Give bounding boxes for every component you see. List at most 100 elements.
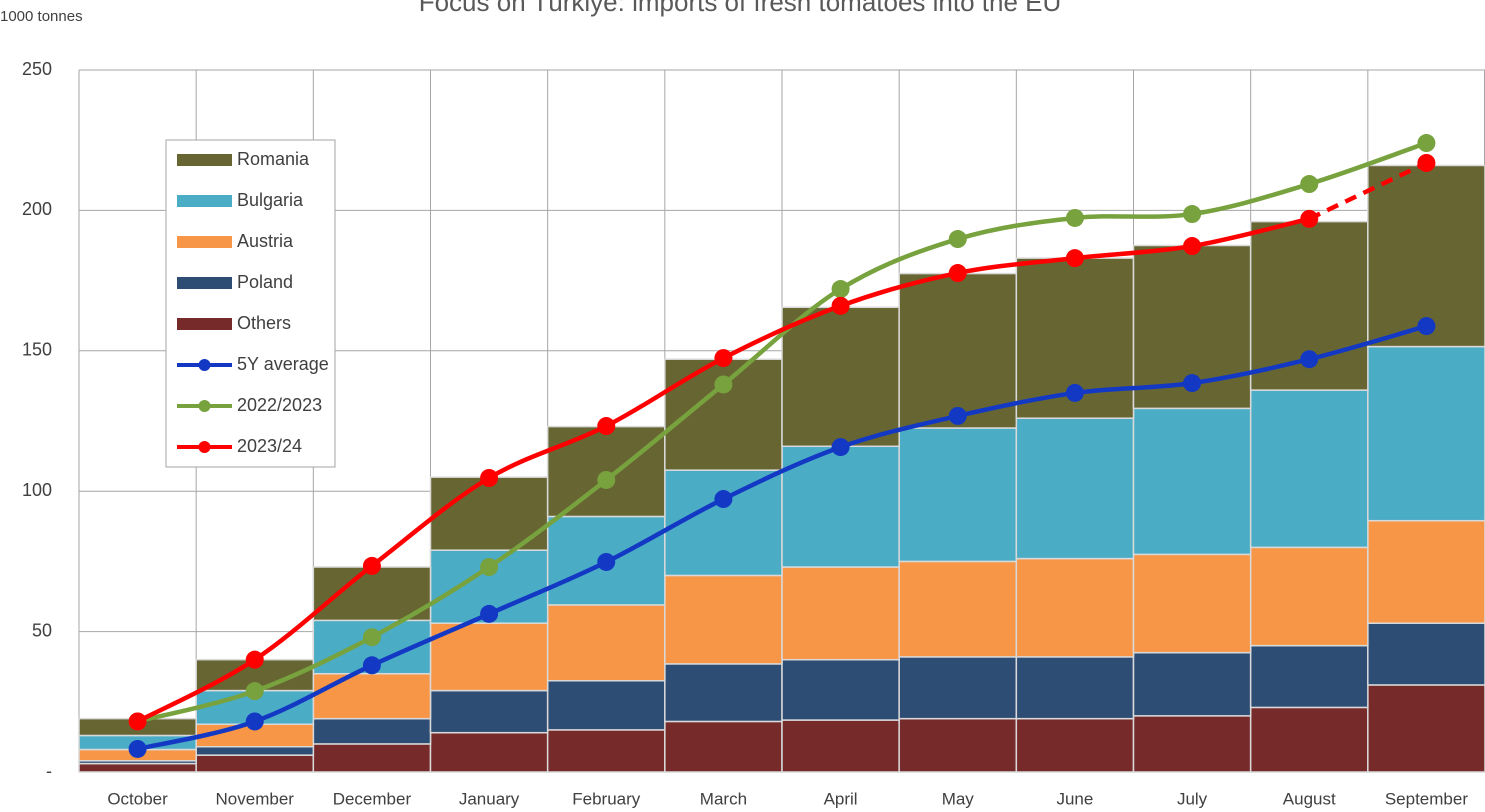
bar-segment (898, 656, 1018, 720)
bars (78, 164, 1485, 773)
bar-segment (1015, 717, 1135, 773)
legend-swatch-marker (198, 359, 211, 371)
bar-segment (195, 754, 315, 773)
lines (128, 134, 1436, 758)
line-marker (1065, 383, 1084, 402)
line-marker (1417, 134, 1436, 153)
line-marker (714, 490, 733, 509)
legend-swatch (177, 236, 232, 248)
line-marker (948, 230, 967, 249)
line-marker (1183, 374, 1202, 393)
bar-segment (1132, 715, 1252, 773)
bar-segment (78, 762, 197, 773)
bar-segment (1249, 706, 1369, 773)
line-marker (128, 739, 147, 758)
line-marker (597, 552, 616, 571)
bar-segment (1367, 519, 1485, 624)
y-tick-label: 200 (22, 199, 52, 219)
bar-segment (312, 672, 432, 720)
x-tick-label: December (333, 789, 412, 808)
legend-swatch (177, 277, 232, 289)
legend-label: Bulgaria (237, 190, 304, 210)
line-marker (1300, 175, 1319, 194)
line (136, 216, 1310, 724)
bar-segment (781, 306, 900, 448)
y-axis-label: 1000 tonnes (0, 8, 83, 25)
line-marker (714, 349, 733, 368)
line-marker (1065, 249, 1084, 268)
line-marker (948, 264, 967, 283)
legend-swatch (177, 195, 232, 207)
bar-segment (1015, 557, 1135, 658)
line-dashed (1308, 160, 1428, 221)
x-tick-label: October (107, 789, 168, 808)
bar-segment (1132, 651, 1252, 717)
bar-segment (1367, 622, 1485, 686)
bar-segment (312, 743, 432, 773)
x-tick-label: January (459, 789, 520, 808)
y-tick-label: 250 (22, 59, 52, 79)
legend-label: Austria (237, 231, 294, 251)
bar-segment (1132, 407, 1252, 556)
bar-segment (898, 272, 1018, 429)
x-tick-label: May (942, 789, 975, 808)
line-marker (831, 438, 850, 457)
line-marker (128, 712, 147, 731)
bar-segment (546, 604, 666, 682)
line-marker (1417, 317, 1436, 336)
bar-segment (898, 560, 1018, 658)
chart-title: Focus on Türkiye: imports of fresh tomat… (419, 0, 1062, 17)
y-tick-label: - (46, 761, 52, 781)
line-marker (245, 712, 264, 731)
line-marker (362, 556, 381, 575)
bar-segment (664, 469, 783, 577)
bar-segment (429, 689, 549, 734)
line-marker (1300, 209, 1319, 228)
line-marker (362, 656, 381, 675)
bar-segment (781, 566, 900, 661)
x-tick-label: August (1283, 789, 1336, 808)
legend-label: 2023/24 (237, 436, 302, 456)
bar-segment (1132, 553, 1252, 654)
x-tick-label: September (1385, 789, 1468, 808)
bar-segment (898, 427, 1018, 563)
x-tick-label: June (1056, 789, 1093, 808)
x-tick-label: July (1177, 789, 1208, 808)
y-tick-label: 50 (32, 620, 52, 640)
line-marker (948, 406, 967, 425)
legend: Romania Bulgaria Austria Poland Others 5Y ave… (165, 139, 336, 468)
bar-segment (1015, 656, 1135, 720)
legend-box (165, 139, 336, 468)
line-marker (1183, 205, 1202, 224)
line-marker (831, 280, 850, 299)
bar-segment (546, 729, 666, 773)
line-marker (362, 628, 381, 647)
legend-swatch (177, 318, 232, 330)
bar-segment (1367, 684, 1485, 773)
legend-label: 5Y average (237, 354, 329, 374)
bar-segment (664, 720, 783, 773)
legend-label: Romania (237, 149, 310, 169)
line-marker (480, 604, 499, 623)
legend-swatch-marker (198, 400, 211, 412)
line-marker (245, 682, 264, 701)
bar-segment (1367, 345, 1485, 522)
bar-segment (312, 717, 432, 745)
line-marker (1417, 153, 1436, 172)
bar-segment (195, 745, 315, 756)
line (137, 323, 1428, 752)
bar-segment (781, 719, 900, 773)
line-marker (714, 375, 733, 394)
x-tick-label: April (824, 789, 858, 808)
line-marker (1183, 237, 1202, 256)
line-marker (597, 470, 616, 489)
bar-segment (781, 445, 900, 568)
bar-segment (546, 679, 666, 731)
bar-segment (1249, 644, 1369, 709)
x-tick-label: February (572, 789, 641, 808)
bar-segment (1249, 220, 1369, 391)
line-marker (831, 296, 850, 315)
line-marker (245, 650, 264, 669)
line (137, 140, 1428, 724)
